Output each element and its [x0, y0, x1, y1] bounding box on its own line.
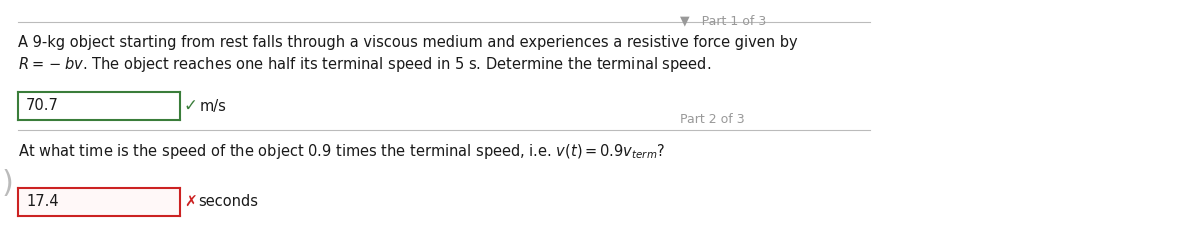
Text: A 9-kg object starting from rest falls through a viscous medium and experiences : A 9-kg object starting from rest falls t…	[18, 35, 798, 50]
Text: seconds: seconds	[198, 194, 258, 209]
Text: ): )	[2, 169, 14, 198]
Text: 70.7: 70.7	[26, 99, 59, 114]
Text: 17.4: 17.4	[26, 194, 59, 209]
Text: At what time is the speed of the object 0.9 times the terminal speed, i.e. $v(t): At what time is the speed of the object …	[18, 142, 665, 161]
Text: m/s: m/s	[200, 99, 227, 114]
Text: ✗: ✗	[184, 194, 197, 209]
Text: ✓: ✓	[184, 97, 198, 115]
Text: ▼   Part 1 of 3: ▼ Part 1 of 3	[680, 14, 767, 27]
Text: $R = -bv$. The object reaches one half its terminal speed in 5 s. Determine the : $R = -bv$. The object reaches one half i…	[18, 55, 712, 74]
Text: Part 2 of 3: Part 2 of 3	[680, 113, 745, 126]
